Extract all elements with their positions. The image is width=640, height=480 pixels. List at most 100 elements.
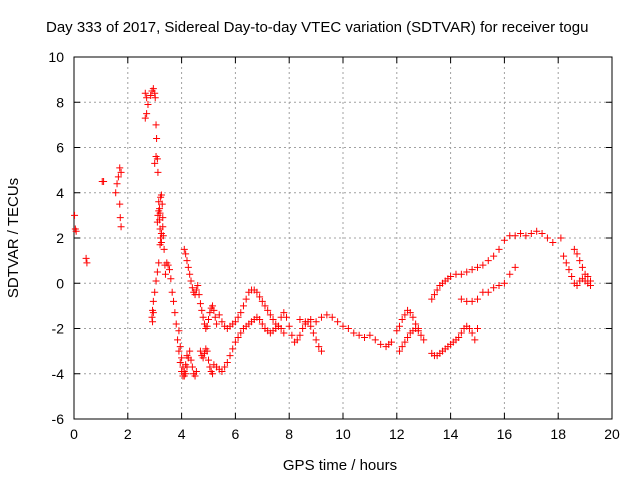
data-point xyxy=(401,338,409,346)
data-point xyxy=(474,263,481,271)
data-point xyxy=(223,358,231,366)
data-point xyxy=(471,336,479,344)
y-tick-label: -2 xyxy=(52,321,65,337)
x-tick-label: 6 xyxy=(232,426,240,442)
data-point xyxy=(83,259,91,267)
data-point xyxy=(562,259,570,267)
data-point xyxy=(495,282,503,290)
data-point xyxy=(317,313,325,321)
data-point xyxy=(209,302,217,310)
data-point xyxy=(447,272,455,280)
data-point xyxy=(71,211,79,219)
data-point xyxy=(309,329,317,337)
data-point xyxy=(153,155,161,163)
data-point xyxy=(176,343,184,351)
data-point xyxy=(149,297,157,305)
data-point xyxy=(406,309,414,317)
data-point xyxy=(490,252,498,260)
y-tick-label: 10 xyxy=(48,49,64,65)
data-point xyxy=(157,234,165,242)
data-point xyxy=(158,200,166,208)
data-point xyxy=(156,216,164,224)
data-point xyxy=(182,250,190,258)
data-point xyxy=(328,313,336,321)
x-axis-ticks: 0 2 4 6 8 10 12 14 16 18 20 xyxy=(70,57,620,442)
data-point xyxy=(377,340,385,348)
data-point xyxy=(256,315,264,323)
data-point xyxy=(221,363,229,371)
data-point xyxy=(239,302,247,310)
data-point xyxy=(506,270,514,278)
data-point xyxy=(188,363,196,371)
data-point xyxy=(500,236,508,244)
data-point xyxy=(371,336,379,344)
chart-title: Day 333 of 2017, Sidereal Day-to-day VTE… xyxy=(46,19,588,36)
data-point xyxy=(428,295,436,303)
data-point xyxy=(151,288,159,296)
data-point xyxy=(511,263,519,271)
data-point xyxy=(457,270,465,278)
data-point xyxy=(196,300,204,308)
data-point xyxy=(199,354,207,362)
data-point xyxy=(511,232,519,240)
y-tick-label: 2 xyxy=(56,230,64,246)
data-point xyxy=(113,180,121,188)
data-point xyxy=(474,295,481,303)
data-point xyxy=(576,257,584,265)
data-point xyxy=(116,200,124,208)
data-point xyxy=(261,302,269,310)
data-point xyxy=(157,229,165,237)
x-tick-label: 2 xyxy=(124,426,132,442)
data-point xyxy=(393,327,401,335)
data-point xyxy=(417,331,425,339)
data-point xyxy=(398,343,406,351)
data-point xyxy=(218,318,226,326)
data-point xyxy=(573,250,581,258)
data-point xyxy=(479,261,487,269)
x-tick-label: 18 xyxy=(550,426,566,442)
data-point xyxy=(198,306,206,314)
data-point xyxy=(543,234,551,242)
data-point xyxy=(231,318,239,326)
data-point xyxy=(149,85,157,93)
data-point xyxy=(350,329,358,337)
data-point xyxy=(468,266,476,274)
data-point xyxy=(116,164,124,172)
data-point xyxy=(234,313,242,321)
data-point xyxy=(274,322,282,330)
data-point xyxy=(269,315,277,323)
grid xyxy=(74,57,612,419)
data-point xyxy=(226,352,234,360)
data-point xyxy=(312,318,320,326)
data-point xyxy=(194,282,202,290)
x-axis-label: GPS time / hours xyxy=(283,457,397,474)
data-point xyxy=(151,94,159,102)
data-point xyxy=(160,245,168,253)
data-point xyxy=(484,288,492,296)
data-point xyxy=(387,338,395,346)
data-point xyxy=(157,239,165,247)
data-point xyxy=(517,229,525,237)
data-point xyxy=(178,354,186,362)
data-point xyxy=(206,309,214,317)
data-point xyxy=(266,311,274,319)
x-tick-label: 14 xyxy=(443,426,459,442)
data-series xyxy=(71,85,594,380)
data-point xyxy=(215,311,223,319)
data-point xyxy=(196,347,204,355)
data-point xyxy=(187,277,195,285)
data-point xyxy=(253,288,261,296)
data-point xyxy=(323,311,331,319)
data-point xyxy=(586,277,594,285)
data-point xyxy=(560,252,568,260)
x-tick-label: 12 xyxy=(389,426,405,442)
data-point xyxy=(285,322,293,330)
data-point xyxy=(490,284,498,292)
data-point xyxy=(395,322,403,330)
data-point xyxy=(210,306,218,314)
data-point xyxy=(299,325,307,332)
data-point xyxy=(568,272,576,280)
data-point xyxy=(147,91,155,99)
data-point xyxy=(161,270,169,278)
data-point xyxy=(152,121,160,129)
